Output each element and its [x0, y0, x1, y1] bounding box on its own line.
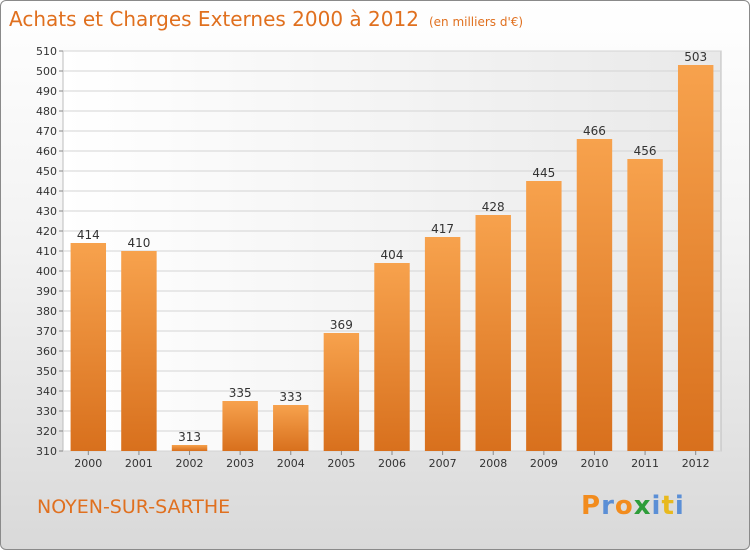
- logo-letter: x: [633, 491, 652, 521]
- x-tick-label-2006: 2006: [378, 457, 406, 470]
- data-label-2003: 335: [229, 386, 252, 400]
- city-name: NOYEN-SUR-SARTHE: [37, 496, 231, 518]
- chart-units: (en milliers d'€): [428, 15, 524, 29]
- bar-2003: [222, 401, 258, 451]
- x-tick-label-2005: 2005: [327, 457, 355, 470]
- logo-letter: t: [661, 491, 675, 521]
- chart-title: Achats et Charges Externes 2000 à 2012 (e…: [9, 7, 523, 31]
- bar-2009: [526, 181, 562, 451]
- y-tick-label: 310: [36, 445, 57, 458]
- y-tick-label: 340: [36, 385, 57, 398]
- x-tick-label-2004: 2004: [277, 457, 305, 470]
- bar-2002: [171, 445, 208, 451]
- bar-2007: [424, 237, 461, 451]
- logo-letter: P: [581, 491, 602, 521]
- data-label-2004: 333: [279, 390, 302, 404]
- y-tick-label: 370: [36, 325, 57, 338]
- y-tick-label: 440: [36, 185, 57, 198]
- x-tick-label-2001: 2001: [125, 457, 153, 470]
- bars: [70, 65, 714, 451]
- logo-letter: i: [651, 491, 662, 521]
- y-axis: 310 320 330 340 350 360 370 380 390 400 410 420 430 4…: [36, 45, 63, 458]
- bar-2006: [374, 263, 410, 451]
- data-label-2010: 466: [583, 124, 606, 138]
- bar-2008: [475, 215, 511, 451]
- x-tick-label-2011: 2011: [631, 457, 659, 470]
- data-label-2001: 410: [127, 236, 150, 250]
- logo-letter: i: [674, 491, 685, 521]
- bar-2000: [70, 243, 107, 451]
- logo-letter: r: [601, 491, 615, 521]
- bar-2012: [677, 65, 714, 451]
- x-tick-label-2010: 2010: [580, 457, 608, 470]
- chart-title-text: Achats et Charges Externes 2000 à 2012: [9, 7, 419, 31]
- y-tick-label: 420: [36, 225, 57, 238]
- data-label-2002: 313: [178, 430, 201, 444]
- logo-letter: o: [614, 491, 634, 521]
- y-tick-label: 510: [36, 45, 57, 58]
- bar-2010: [576, 139, 613, 451]
- data-label-2011: 456: [634, 144, 657, 158]
- data-labels: 414 410 313 335 333 369 404 417 428 445 466 456 503: [77, 50, 707, 444]
- data-label-2008: 428: [482, 200, 505, 214]
- x-tick-label-2003: 2003: [226, 457, 254, 470]
- x-tick-label-2000: 2000: [74, 457, 102, 470]
- data-label-2006: 404: [381, 248, 404, 262]
- y-tick-label: 430: [36, 205, 57, 218]
- y-tick-label: 330: [36, 405, 57, 418]
- bar-2001: [121, 251, 157, 451]
- y-tick-label: 480: [36, 105, 57, 118]
- bar-2004: [273, 405, 309, 451]
- data-label-2007: 417: [431, 222, 454, 236]
- x-tick-label-2008: 2008: [479, 457, 507, 470]
- x-axis: 2000 2001 2002 2003 2004 2005 2006 2007 2008 2009…: [74, 451, 710, 470]
- x-tick-label-2009: 2009: [530, 457, 558, 470]
- y-tick-label: 400: [36, 265, 57, 278]
- y-tick-label: 360: [36, 345, 57, 358]
- x-tick-label-2002: 2002: [176, 457, 204, 470]
- x-tick-label-2007: 2007: [429, 457, 457, 470]
- y-tick-label: 470: [36, 125, 57, 138]
- x-tick-label-2012: 2012: [682, 457, 710, 470]
- y-tick-label: 490: [36, 85, 57, 98]
- y-tick-label: 500: [36, 65, 57, 78]
- y-tick-label: 350: [36, 365, 57, 378]
- y-tick-label: 450: [36, 165, 57, 178]
- bar-2005: [323, 333, 360, 451]
- data-label-2000: 414: [77, 228, 100, 242]
- y-tick-label: 460: [36, 145, 57, 158]
- y-tick-label: 380: [36, 305, 57, 318]
- data-label-2012: 503: [684, 50, 707, 64]
- data-label-2005: 369: [330, 318, 353, 332]
- y-tick-label: 320: [36, 425, 57, 438]
- proxiti-logo: Proxiti: [581, 491, 685, 521]
- y-tick-label: 390: [36, 285, 57, 298]
- y-tick-label: 410: [36, 245, 57, 258]
- data-label-2009: 445: [532, 166, 555, 180]
- bar-2011: [627, 159, 663, 451]
